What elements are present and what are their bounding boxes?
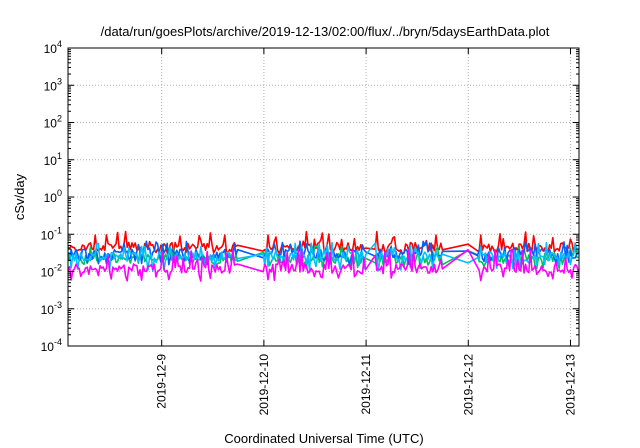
y-tick-label: 101 bbox=[44, 151, 62, 168]
x-tick-label: 2019-12-10 bbox=[257, 354, 271, 416]
grid-lines bbox=[68, 48, 579, 346]
x-tick-label: 2019-12-13 bbox=[563, 354, 577, 416]
data-series bbox=[67, 230, 580, 282]
y-tick-label: 100 bbox=[44, 188, 62, 205]
y-tick-label: 104 bbox=[44, 39, 62, 56]
y-axis-label: cSv/day bbox=[12, 173, 27, 220]
y-tick-label: 10-2 bbox=[41, 263, 62, 280]
series-line-5 bbox=[67, 248, 580, 282]
y-tick-label: 10-3 bbox=[41, 300, 62, 317]
y-tick-label: 10-1 bbox=[41, 225, 62, 242]
series-line-4 bbox=[67, 241, 580, 272]
y-tick-label: 102 bbox=[44, 114, 62, 131]
x-tick-label: 2019-12-11 bbox=[359, 354, 373, 415]
y-tick-label: 10-4 bbox=[41, 337, 62, 354]
x-axis-label: Coordinated Universal Time (UTC) bbox=[224, 431, 423, 446]
axis-ticks: 10-4 10-3 10-2 10-1 100 101 102 103 104 2019-12-9… bbox=[41, 39, 579, 415]
chart-title: /data/run/goesPlots/archive/2019-12-13/0… bbox=[101, 24, 550, 39]
y-tick-label: 103 bbox=[44, 76, 62, 93]
x-tick-label: 2019-12-9 bbox=[155, 354, 169, 409]
series-line-3 bbox=[67, 240, 580, 266]
x-tick-label: 2019-12-12 bbox=[461, 354, 475, 416]
